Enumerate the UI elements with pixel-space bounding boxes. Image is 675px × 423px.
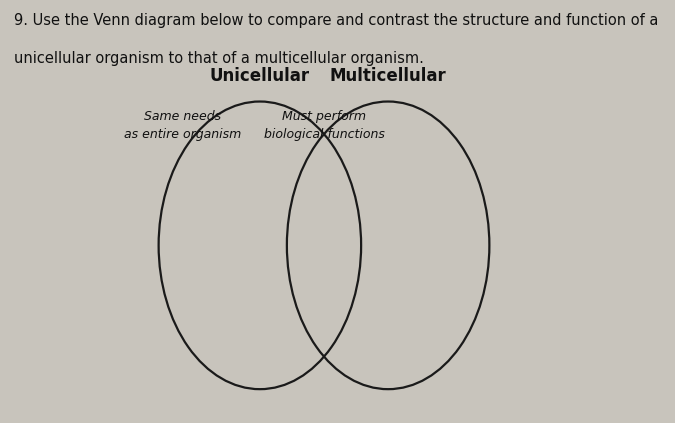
Text: Unicellular: Unicellular	[210, 66, 310, 85]
Text: Multicellular: Multicellular	[330, 66, 446, 85]
Text: unicellular organism to that of a multicellular organism.: unicellular organism to that of a multic…	[14, 51, 423, 66]
Text: Same needs
as entire organism: Same needs as entire organism	[124, 110, 241, 141]
Text: 9. Use the Venn diagram below to compare and contrast the structure and function: 9. Use the Venn diagram below to compare…	[14, 13, 658, 27]
Text: Must perform
biological functions: Must perform biological functions	[263, 110, 385, 141]
